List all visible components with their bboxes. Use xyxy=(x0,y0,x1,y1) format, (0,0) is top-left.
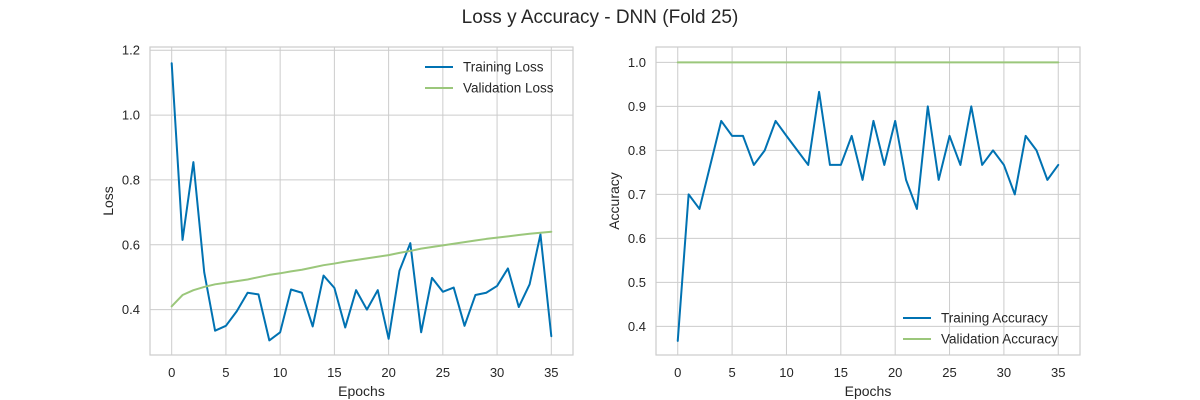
x-axis-label: Epochs xyxy=(338,383,385,399)
x-axis-label: Epochs xyxy=(845,383,892,399)
loss-plot: 0 5 10 15 20 25 30 35 0.4 0.6 0.8 1.0 1.2 Epochs Loss T… xyxy=(100,43,574,399)
x-tick-label: 15 xyxy=(327,365,341,380)
y-axis-label: Accuracy xyxy=(606,172,622,230)
grid-lines xyxy=(150,47,573,355)
x-tick-label: 30 xyxy=(997,365,1011,380)
figure-title: Loss y Accuracy - DNN (Fold 25) xyxy=(462,7,739,28)
training-loss-line xyxy=(170,62,553,342)
y-tick-label: 0.8 xyxy=(122,172,140,187)
x-tick-label: 30 xyxy=(490,365,504,380)
x-tick-label: 20 xyxy=(381,365,395,380)
x-tick-label: 5 xyxy=(728,365,735,380)
x-tick-label: 35 xyxy=(1051,365,1065,380)
y-tick-label: 0.6 xyxy=(628,231,646,246)
legend-label-training-accuracy: Training Accuracy xyxy=(941,311,1048,326)
legend: Training Accuracy Validation Accuracy xyxy=(903,311,1058,347)
y-tick-label: 0.4 xyxy=(628,319,646,334)
x-tick-label: 20 xyxy=(888,365,902,380)
axes-frame xyxy=(149,46,574,356)
validation-loss-line xyxy=(170,230,553,308)
plot-area xyxy=(150,47,573,355)
x-tick-label: 10 xyxy=(273,365,287,380)
legend: Training Loss Validation Loss xyxy=(425,60,554,96)
x-tick-label: 35 xyxy=(544,365,558,380)
plot-area xyxy=(656,47,1080,355)
y-tick-label: 0.5 xyxy=(628,275,646,290)
y-tick-label: 1.0 xyxy=(628,55,646,70)
x-tick-label: 0 xyxy=(168,365,175,380)
y-tick-label: 0.7 xyxy=(628,187,646,202)
axes-frame xyxy=(655,46,1081,356)
legend-label-validation-accuracy: Validation Accuracy xyxy=(941,332,1058,347)
accuracy-plot: 0 5 10 15 20 25 30 35 0.4 0.5 0.6 0.7 0.8 0.9 1.0 Epoch… xyxy=(606,46,1081,399)
y-tick-label: 0.4 xyxy=(122,302,140,317)
x-tick-label: 5 xyxy=(222,365,229,380)
x-tick-label: 25 xyxy=(942,365,956,380)
y-tick-label: 1.2 xyxy=(122,43,140,58)
x-tick-label: 15 xyxy=(834,365,848,380)
x-tick-label: 0 xyxy=(674,365,681,380)
legend-label-validation-loss: Validation Loss xyxy=(463,81,554,96)
x-tick-label: 10 xyxy=(779,365,793,380)
y-tick-label: 1.0 xyxy=(122,108,140,123)
legend-label-training-loss: Training Loss xyxy=(463,60,544,75)
y-axis-label: Loss xyxy=(100,186,116,216)
training-accuracy-line xyxy=(676,90,1060,342)
y-tick-label: 0.9 xyxy=(628,99,646,114)
x-tick-label: 25 xyxy=(436,365,450,380)
y-tick-label: 0.6 xyxy=(122,237,140,252)
y-tick-label: 0.8 xyxy=(628,143,646,158)
